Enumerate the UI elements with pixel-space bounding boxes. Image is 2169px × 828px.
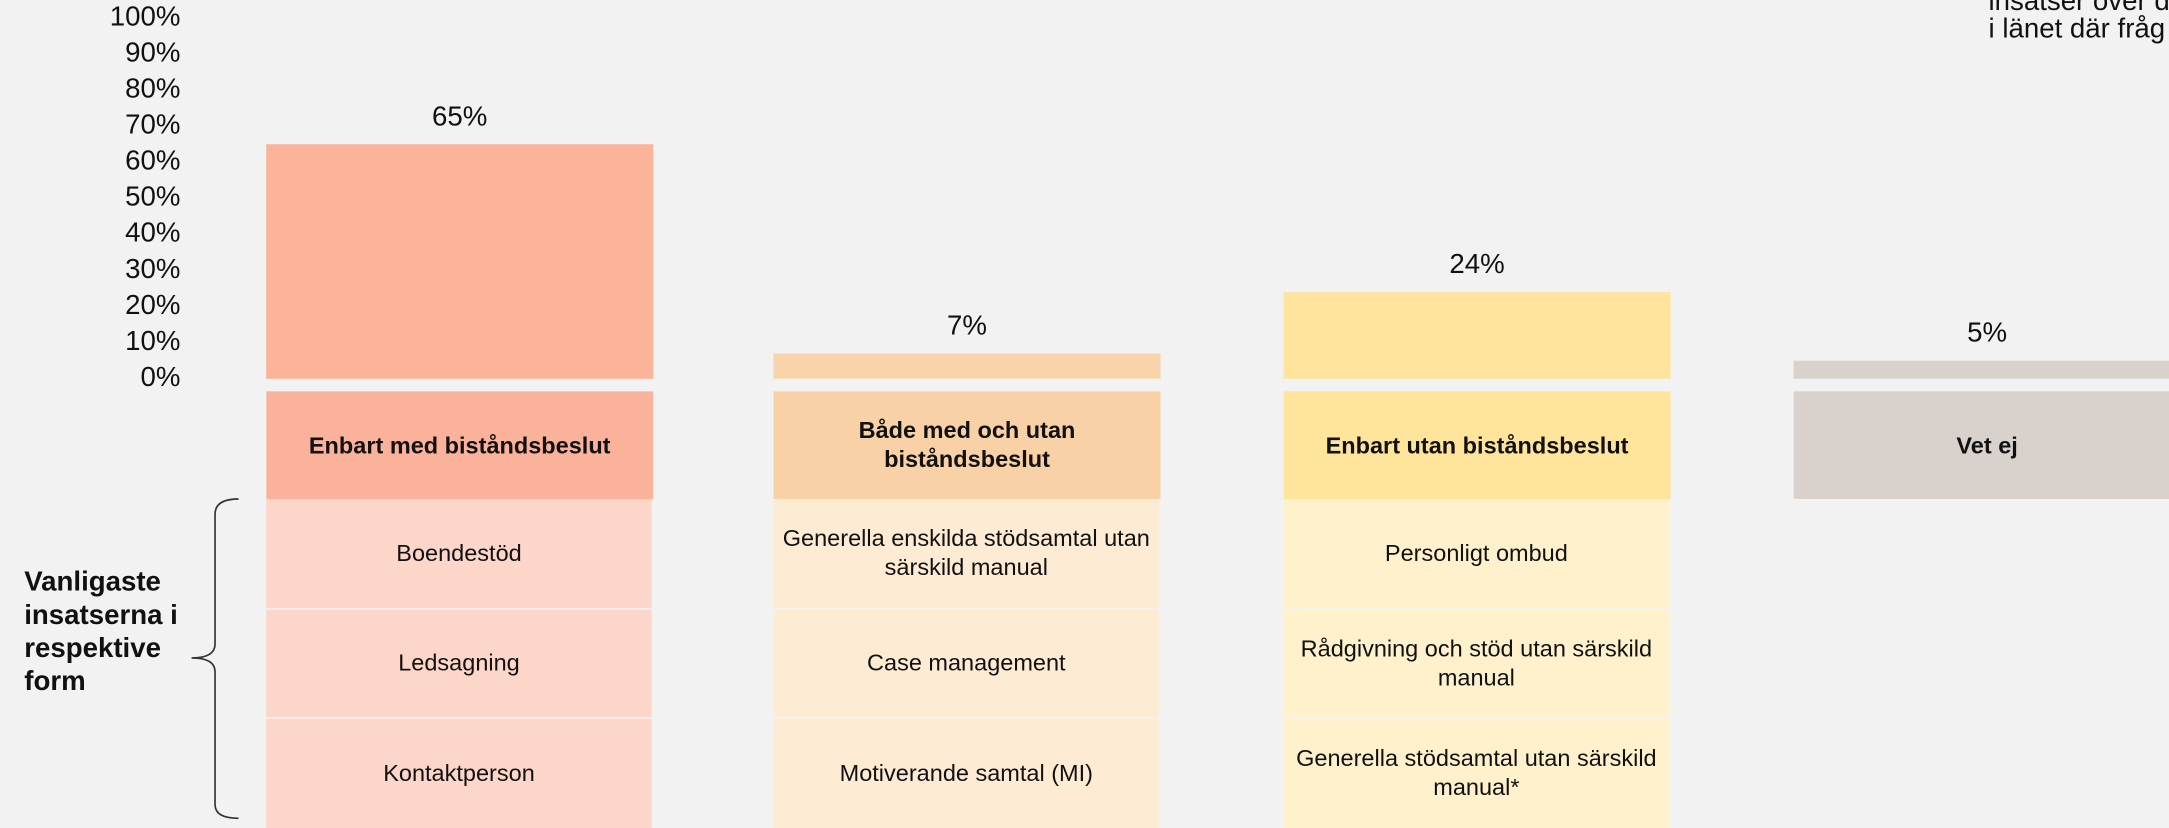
y-tick-label: 50% xyxy=(125,181,180,212)
row-label: respektive xyxy=(24,632,161,663)
row-label: form xyxy=(24,665,85,696)
table-cell: Motiverande samtal (MI) xyxy=(773,718,1160,828)
table-cell: Personligt ombud xyxy=(1283,499,1670,608)
category-header-box: Vet ej xyxy=(1793,391,2169,500)
brace xyxy=(191,498,239,820)
y-tick-label: 40% xyxy=(125,217,180,248)
table-cell-box: Ledsagning xyxy=(266,608,652,718)
value-label: 24% xyxy=(1449,248,1504,279)
table-cell-box: Rådgivning och stöd utan särskild manual xyxy=(1283,608,1670,718)
table-cell-box: Generella stödsamtal utan särskild manua… xyxy=(1283,718,1670,828)
y-tick-label: 10% xyxy=(125,325,180,356)
category-header-box: Både med och utan biståndsbeslut xyxy=(773,391,1161,500)
value-label: 7% xyxy=(947,310,987,341)
value-label: 65% xyxy=(432,100,487,131)
table-cell-box: Case management xyxy=(773,608,1160,718)
table-cell-box: Boendestöd xyxy=(266,499,652,608)
table-cell-box: Generella enskilda stödsamtal utan särsk… xyxy=(773,499,1160,608)
table-cell: Generella enskilda stödsamtal utan särsk… xyxy=(773,499,1160,608)
y-tick-label: 20% xyxy=(125,289,180,320)
category-header: Både med och utan biståndsbeslut xyxy=(773,391,1161,500)
y-tick-label: 80% xyxy=(125,72,180,103)
table-cell-box: Motiverande samtal (MI) xyxy=(773,718,1160,828)
row-label: Vanligaste xyxy=(24,566,161,597)
y-tick-label: 60% xyxy=(125,145,180,176)
table-cell-box: Kontaktperson xyxy=(266,718,652,828)
category-header-box: Enbart utan biståndsbeslut xyxy=(1283,391,1671,500)
category-header: Enbart utan biståndsbeslut xyxy=(1283,391,1671,500)
bar xyxy=(773,353,1161,379)
table-cell-box: Personligt ombud xyxy=(1283,499,1670,608)
table-cell: Case management xyxy=(773,608,1160,718)
category-header: Vet ej xyxy=(1793,391,2169,500)
y-tick-label: 0% xyxy=(141,361,181,392)
table-cell: Ledsagning xyxy=(266,608,652,718)
y-tick-label: 70% xyxy=(125,109,180,140)
note: i länet där fråg xyxy=(1989,13,2166,44)
note: insatser över d xyxy=(1989,0,2169,16)
category-header: Enbart med biståndsbeslut xyxy=(266,391,654,500)
category-header-box: Enbart med biståndsbeslut xyxy=(266,391,654,500)
table-cell: Rådgivning och stöd utan särskild manual xyxy=(1283,608,1670,718)
y-tick-label: 90% xyxy=(125,36,180,67)
value-label: 5% xyxy=(1967,317,2007,348)
bar xyxy=(266,144,654,379)
row-label: insatserna i xyxy=(24,599,178,630)
bar xyxy=(1793,360,2169,379)
table-cell: Generella stödsamtal utan särskild manua… xyxy=(1283,718,1670,828)
table-cell: Kontaktperson xyxy=(266,718,652,828)
table-cell: Boendestöd xyxy=(266,499,652,608)
y-tick-label: 30% xyxy=(125,253,180,284)
bar xyxy=(1283,292,1671,379)
y-tick-label: 100% xyxy=(110,0,181,31)
